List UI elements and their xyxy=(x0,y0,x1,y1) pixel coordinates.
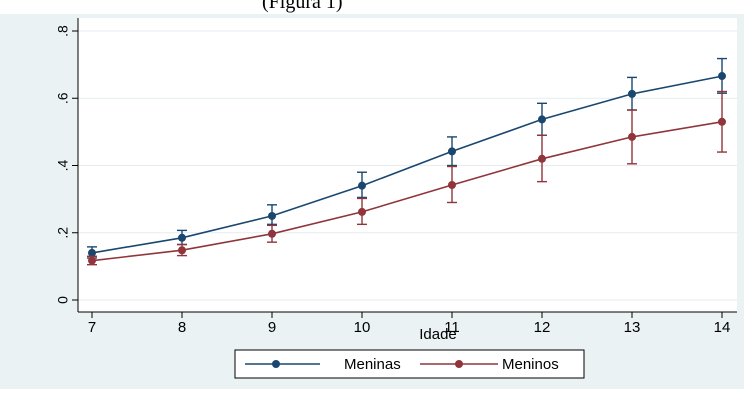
legend: Meninas Meninos xyxy=(234,349,585,379)
x-tick-label: 12 xyxy=(534,319,551,336)
data-point xyxy=(178,233,186,242)
legend-marker-meninas xyxy=(272,360,280,368)
data-point xyxy=(448,181,456,190)
series-line-meninas xyxy=(91,75,723,254)
data-point xyxy=(178,246,186,255)
x-tick-label: 9 xyxy=(268,319,276,336)
gridlines xyxy=(78,30,737,301)
x-tick-label: 11 xyxy=(444,319,460,336)
x-axis-label: Idade xyxy=(419,326,457,343)
data-point xyxy=(538,154,546,163)
legend-marker-meninos xyxy=(455,360,463,368)
data-point xyxy=(628,132,636,141)
data-point xyxy=(268,229,276,238)
y-tick-label: .4 xyxy=(55,159,71,171)
x-tick-label: 8 xyxy=(178,319,186,336)
data-point xyxy=(628,89,636,98)
x-tick-label: 14 xyxy=(714,319,731,336)
x-tick-label: 13 xyxy=(624,319,641,336)
data-point xyxy=(268,211,276,220)
legend-label-meninas: Meninas xyxy=(344,356,401,373)
data-point xyxy=(358,207,366,216)
x-tick-label: 7 xyxy=(88,319,96,336)
series-line-meninos xyxy=(91,121,723,262)
y-tick-label: .6 xyxy=(55,92,71,104)
data-point xyxy=(718,117,726,126)
cropped-caption: (Figura 1) xyxy=(0,0,744,14)
data-point xyxy=(538,115,546,124)
series-group xyxy=(87,57,727,266)
axes: 0 .2 .4 .6 .8 7 8 9 10 11 12 13 14 xyxy=(55,18,737,336)
legend-label-meninos: Meninos xyxy=(502,356,559,373)
data-point xyxy=(448,147,456,156)
cropped-caption-text: (Figura 1) xyxy=(262,0,343,13)
y-tick-label: .8 xyxy=(55,25,71,37)
y-tick-label: .2 xyxy=(55,227,71,239)
data-point xyxy=(718,72,726,81)
data-point xyxy=(88,248,96,257)
data-point xyxy=(88,256,96,265)
y-tick-label: 0 xyxy=(55,296,71,304)
data-point xyxy=(358,181,366,190)
x-tick-label: 10 xyxy=(354,319,371,336)
